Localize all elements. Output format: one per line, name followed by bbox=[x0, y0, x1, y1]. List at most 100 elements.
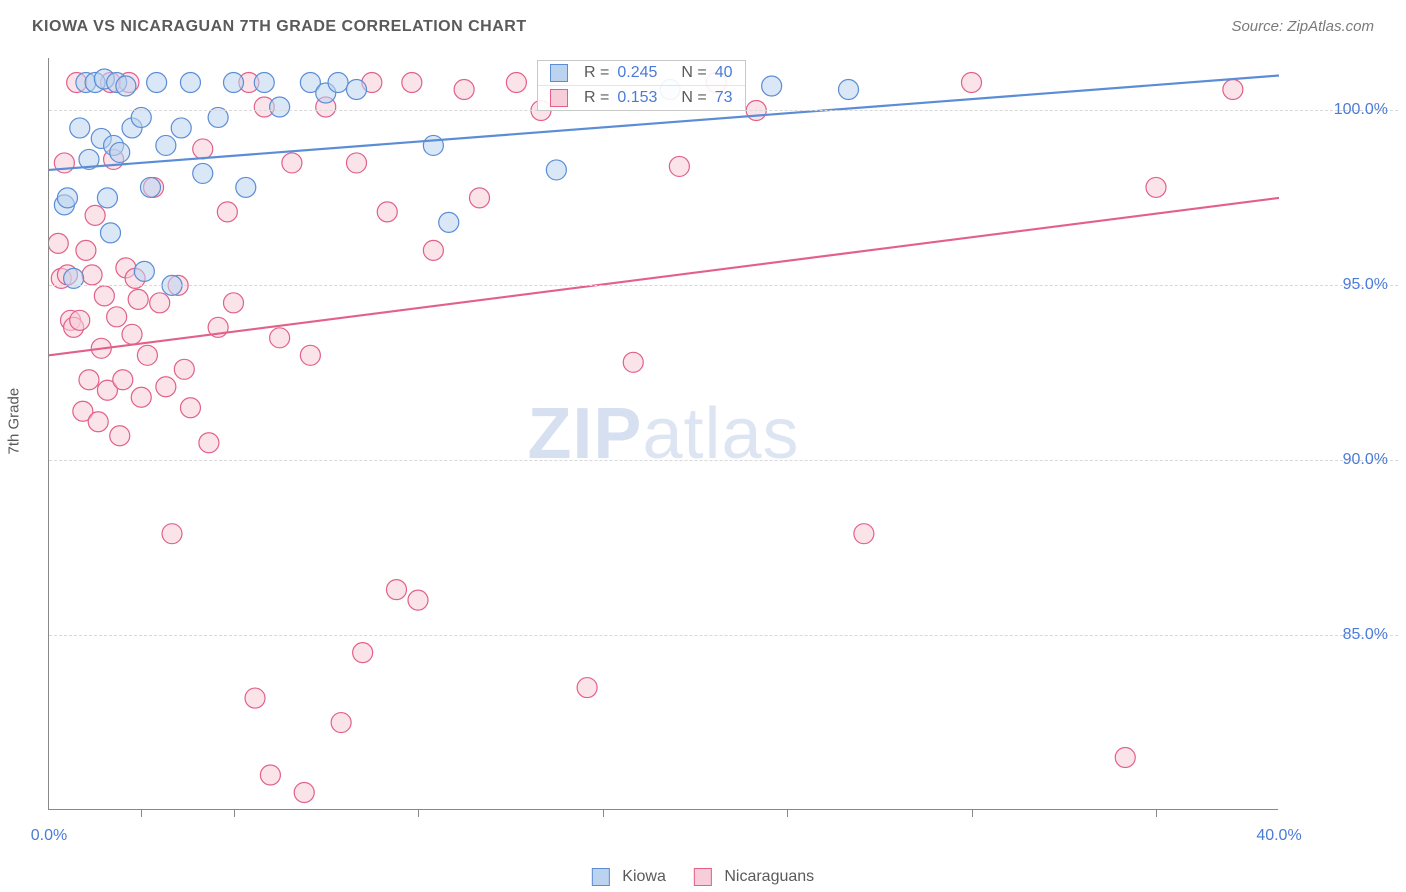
data-point bbox=[408, 590, 428, 610]
data-point bbox=[107, 307, 127, 327]
data-point bbox=[245, 688, 265, 708]
data-point bbox=[623, 352, 643, 372]
data-point bbox=[147, 72, 167, 92]
ytick-label: 85.0% bbox=[1343, 626, 1388, 644]
data-point bbox=[839, 79, 859, 99]
plot-area: ZIPatlas 85.0%90.0%95.0%100.0%0.0%40.0% bbox=[48, 58, 1278, 810]
gridline-h bbox=[49, 285, 1398, 286]
swatch-kiowa bbox=[550, 64, 568, 82]
data-point bbox=[174, 359, 194, 379]
data-point bbox=[423, 135, 443, 155]
data-point bbox=[1115, 748, 1135, 768]
data-point bbox=[506, 72, 526, 92]
data-point bbox=[180, 398, 200, 418]
xtick bbox=[234, 809, 235, 817]
swatch-nicaraguans bbox=[694, 868, 712, 886]
data-point bbox=[217, 202, 237, 222]
legend-label-nicaraguans: Nicaraguans bbox=[724, 868, 814, 885]
legend-row-kiowa: R = 0.245 N = 40 bbox=[538, 61, 745, 86]
n-label: N = bbox=[681, 64, 706, 82]
n-value-nicaraguans: 73 bbox=[715, 89, 733, 107]
data-point bbox=[94, 286, 114, 306]
swatch-nicaraguans bbox=[550, 89, 568, 107]
data-point bbox=[962, 72, 982, 92]
data-point bbox=[193, 139, 213, 159]
data-point bbox=[137, 345, 157, 365]
data-point bbox=[131, 387, 151, 407]
data-point bbox=[128, 289, 148, 309]
data-point bbox=[224, 293, 244, 313]
data-point bbox=[82, 265, 102, 285]
data-point bbox=[331, 713, 351, 733]
xtick bbox=[787, 809, 788, 817]
data-point bbox=[97, 188, 117, 208]
legend-row-nicaraguans: R = 0.153 N = 73 bbox=[538, 86, 745, 110]
data-point bbox=[347, 79, 367, 99]
ytick-label: 100.0% bbox=[1334, 101, 1388, 119]
data-point bbox=[140, 177, 160, 197]
data-point bbox=[762, 76, 782, 96]
legend-item-kiowa: Kiowa bbox=[592, 868, 666, 886]
data-point bbox=[70, 310, 90, 330]
data-point bbox=[270, 97, 290, 117]
ytick-label: 90.0% bbox=[1343, 451, 1388, 469]
data-point bbox=[162, 524, 182, 544]
n-label: N = bbox=[681, 89, 706, 107]
data-point bbox=[386, 580, 406, 600]
data-point bbox=[402, 72, 422, 92]
data-point bbox=[353, 643, 373, 663]
y-axis-label: 7th Grade bbox=[6, 388, 23, 455]
source-label: Source: ZipAtlas.com bbox=[1231, 18, 1374, 35]
legend-label-kiowa: Kiowa bbox=[622, 868, 666, 885]
data-point bbox=[577, 678, 597, 698]
scatter-plot-svg bbox=[49, 58, 1279, 810]
data-point bbox=[1223, 79, 1243, 99]
r-label: R = bbox=[584, 89, 609, 107]
data-point bbox=[224, 72, 244, 92]
correlation-legend: R = 0.245 N = 40 R = 0.153 N = 73 bbox=[537, 60, 746, 111]
data-point bbox=[454, 79, 474, 99]
data-point bbox=[270, 328, 290, 348]
data-point bbox=[254, 72, 274, 92]
data-point bbox=[110, 142, 130, 162]
r-value-kiowa: 0.245 bbox=[617, 64, 657, 82]
data-point bbox=[300, 345, 320, 365]
data-point bbox=[70, 118, 90, 138]
series-legend: Kiowa Nicaraguans bbox=[592, 868, 814, 886]
data-point bbox=[282, 153, 302, 173]
n-value-kiowa: 40 bbox=[715, 64, 733, 82]
data-point bbox=[101, 223, 121, 243]
gridline-h bbox=[49, 635, 1398, 636]
data-point bbox=[122, 324, 142, 344]
xtick bbox=[141, 809, 142, 817]
data-point bbox=[57, 188, 77, 208]
data-point bbox=[236, 177, 256, 197]
data-point bbox=[180, 72, 200, 92]
data-point bbox=[110, 426, 130, 446]
xtick bbox=[418, 809, 419, 817]
data-point bbox=[377, 202, 397, 222]
gridline-h bbox=[49, 460, 1398, 461]
data-point bbox=[113, 370, 133, 390]
data-point bbox=[49, 233, 68, 253]
data-point bbox=[76, 240, 96, 260]
legend-item-nicaraguans: Nicaraguans bbox=[694, 868, 814, 886]
data-point bbox=[156, 377, 176, 397]
data-point bbox=[79, 370, 99, 390]
data-point bbox=[193, 163, 213, 183]
data-point bbox=[171, 118, 191, 138]
regression-line bbox=[49, 198, 1279, 355]
chart-container: KIOWA VS NICARAGUAN 7TH GRADE CORRELATIO… bbox=[0, 0, 1406, 892]
xtick bbox=[603, 809, 604, 817]
data-point bbox=[134, 261, 154, 281]
data-point bbox=[546, 160, 566, 180]
xtick bbox=[1156, 809, 1157, 817]
r-value-nicaraguans: 0.153 bbox=[617, 89, 657, 107]
data-point bbox=[199, 433, 219, 453]
ytick-label: 95.0% bbox=[1343, 276, 1388, 294]
data-point bbox=[854, 524, 874, 544]
data-point bbox=[85, 205, 105, 225]
data-point bbox=[1146, 177, 1166, 197]
data-point bbox=[156, 135, 176, 155]
r-label: R = bbox=[584, 64, 609, 82]
